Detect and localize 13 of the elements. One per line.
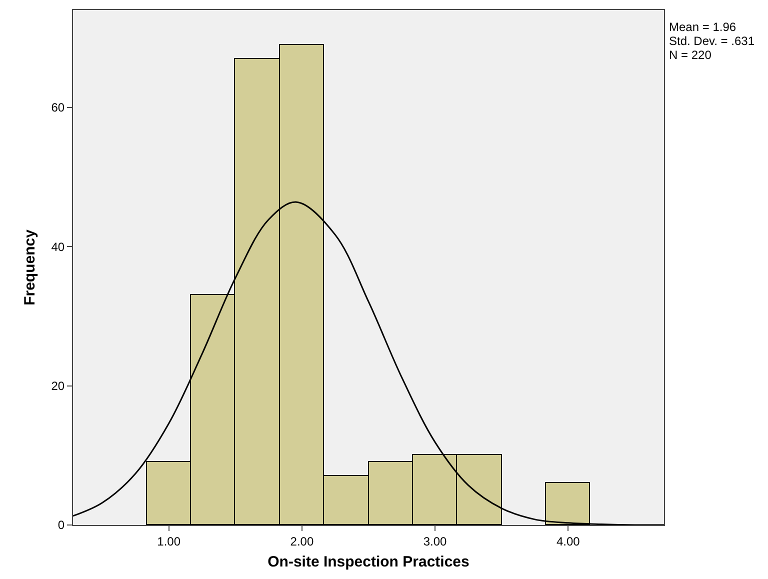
x-tick-label: 4.00 xyxy=(556,534,580,548)
text: Std. Dev. = .631 xyxy=(669,34,755,48)
y-tick-label: 20 xyxy=(51,379,65,394)
y-tick-label: 60 xyxy=(51,100,65,115)
text: Mean = 1.96 xyxy=(669,20,736,34)
x-axis-title: On-site Inspection Practices xyxy=(268,553,470,570)
text: N = 220 xyxy=(669,48,712,62)
x-tick-label: 1.00 xyxy=(157,534,181,548)
x-tick-label: 2.00 xyxy=(290,534,314,548)
x-tick-label: 3.00 xyxy=(423,534,448,548)
y-tick-label: 0 xyxy=(58,518,65,532)
y-tick-label: 40 xyxy=(51,240,65,254)
y-axis-title: Frequency xyxy=(21,228,38,306)
